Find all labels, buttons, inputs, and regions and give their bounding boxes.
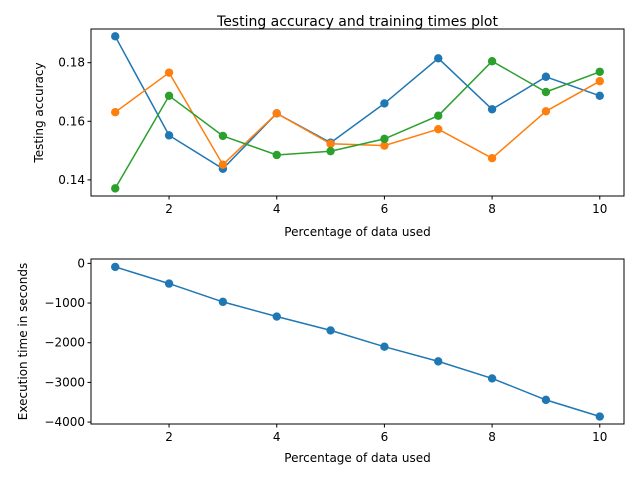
accuracy-series-2-point [487,154,497,163]
accuracy-y-tick-label: 0.16 [58,114,85,128]
time-series-1-point [434,357,443,366]
time-series-1-point [164,279,174,288]
accuracy-series-1-point [164,131,174,140]
time-y-tick-label: −2000 [44,336,85,350]
time-series-1-point [111,262,120,272]
accuracy-series-3-point [111,184,120,193]
accuracy-series-3-point [380,134,389,144]
accuracy-series-2-point [541,107,551,116]
time-x-tick-label: 10 [592,430,607,444]
accuracy-series-2-point [595,76,604,86]
accuracy-series-2-point [164,68,174,77]
time-series-1-point [595,412,604,421]
accuracy-series-3-point [595,67,604,76]
accuracy-series-3-point [218,131,228,141]
accuracy-series-1-point [434,54,443,63]
accuracy-x-tick-label: 2 [165,202,173,216]
time-x-tick-label: 2 [165,430,173,444]
time-y-tick-label: −4000 [44,415,85,429]
time-x-tick-label: 4 [273,430,281,444]
time-series-1-line [114,266,601,418]
accuracy-y-axis-label: Testing accuracy [32,62,46,163]
time-series-1-point [218,297,228,307]
time-subplot: 2 4 6 8 10 0 −1000 −2000 −3000 −4000 Percentage o… [16,256,625,465]
time-x-tick-label: 8 [488,430,496,444]
accuracy-series-1-point [487,105,497,114]
time-series-1-point [380,342,389,351]
accuracy-ticks: 2 4 6 8 10 0.14 0.16 0.18 [58,56,607,216]
accuracy-series-2-point [434,125,443,134]
accuracy-y-tick-label: 0.14 [58,173,85,187]
accuracy-series-2-point [272,109,281,118]
accuracy-series-2-point [326,139,335,149]
accuracy-series-1-point [595,91,604,101]
accuracy-series-2-point [380,141,389,150]
time-x-axis-label: Percentage of data used [284,451,430,465]
chart-title: Testing accuracy and training times plot [216,14,498,30]
accuracy-series-1-point [380,99,389,108]
time-y-tick-label: −1000 [44,296,85,310]
time-series-1-point [272,312,281,321]
accuracy-series-1-point [541,72,551,81]
accuracy-x-tick-label: 6 [381,202,389,216]
accuracy-x-tick-label: 8 [488,202,496,216]
accuracy-y-tick-label: 0.18 [58,56,85,70]
time-y-tick-label: 0 [77,256,85,270]
accuracy-data [111,32,604,193]
accuracy-series-2-line [114,71,601,166]
time-series-1-point [326,326,335,335]
accuracy-x-axis-label: Percentage of data used [284,225,430,239]
accuracy-series-1-line [114,35,601,170]
accuracy-series-3-point [434,111,443,120]
time-x-tick-label: 6 [381,430,389,444]
accuracy-series-3-line [114,60,601,189]
accuracy-series-2-point [111,108,120,117]
time-plot-frame [90,258,625,425]
time-data [111,262,604,421]
accuracy-subplot: 2 4 6 8 10 0.14 0.16 0.18 Percentage of data us… [32,28,625,239]
time-ticks: 2 4 6 8 10 0 −1000 −2000 −3000 −4000 [44,256,607,444]
accuracy-series-3-point [164,91,174,101]
accuracy-x-tick-label: 4 [273,202,281,216]
accuracy-x-tick-label: 10 [592,202,607,216]
accuracy-series-3-point [272,150,281,160]
accuracy-series-3-point [487,57,497,66]
time-y-tick-label: −3000 [44,375,85,389]
accuracy-plot-frame [90,28,625,197]
time-series-1-point [487,374,497,383]
accuracy-series-3-point [541,87,551,97]
accuracy-series-1-point [111,32,120,41]
time-y-axis-label: Execution time in seconds [16,263,30,420]
accuracy-series-2-point [218,160,228,169]
time-series-1-point [541,395,551,405]
accuracy-series-3-point [326,146,335,156]
